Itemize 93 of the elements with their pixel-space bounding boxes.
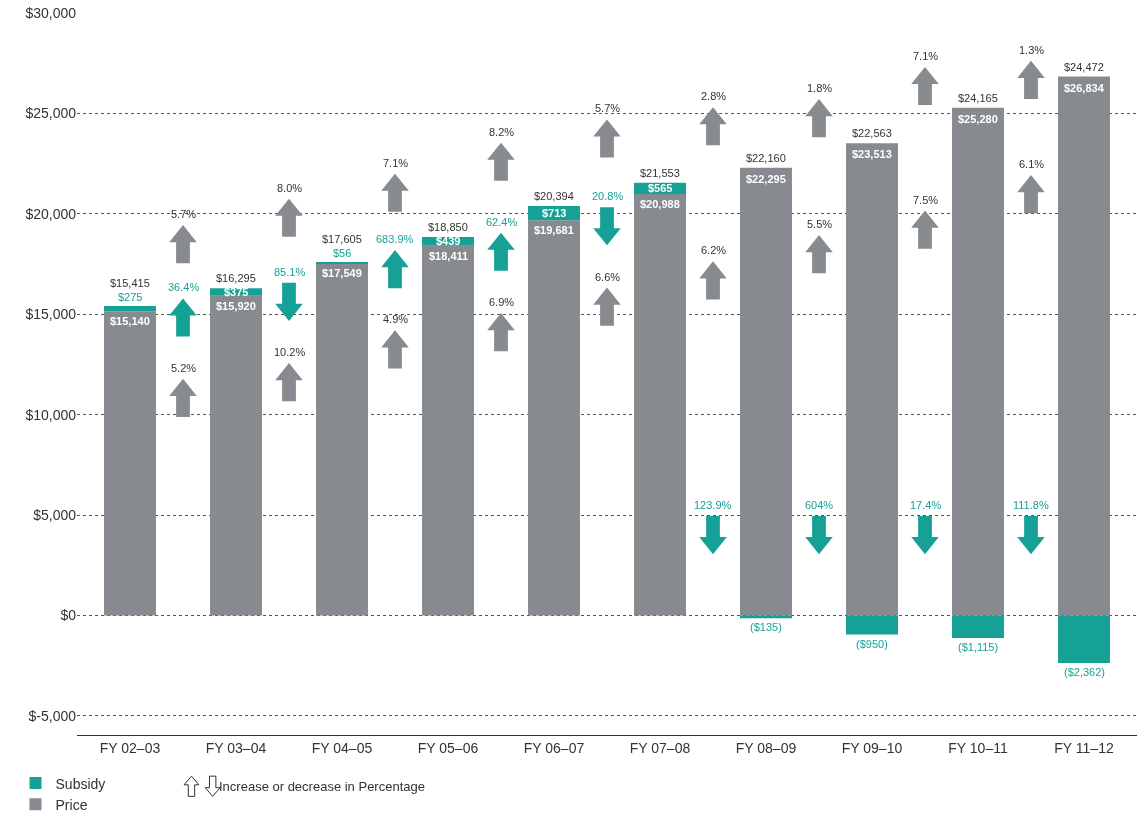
annotation: 2.8% xyxy=(701,90,727,102)
bar xyxy=(846,615,898,635)
data-label: $56 xyxy=(333,247,352,259)
x-tick-label: FY 02–03 xyxy=(99,739,161,756)
annotation: 20.8% xyxy=(592,190,624,202)
annotation: 36.4% xyxy=(168,281,200,293)
bar xyxy=(1058,76,1110,616)
x-tick-label: FY 09–10 xyxy=(841,739,903,756)
data-label: $23,513 xyxy=(852,148,892,160)
total-label: $16,295 xyxy=(216,272,256,284)
annotation: 6.2% xyxy=(701,244,727,256)
annotation: 6.9% xyxy=(489,296,515,308)
total-label: $22,160 xyxy=(746,152,786,164)
x-tick-label: FY 07–08 xyxy=(629,739,691,756)
y-tick-label: $20,000 xyxy=(25,205,77,222)
bar xyxy=(422,245,474,616)
text: Increase or decrease in Percentage xyxy=(219,779,425,794)
bar xyxy=(316,261,368,264)
annotation: 85.1% xyxy=(274,266,306,278)
x-tick-label: FY 05–06 xyxy=(417,739,479,756)
annotation: 5.7% xyxy=(595,102,621,114)
data-label: $20,988 xyxy=(640,198,680,210)
y-tick-label: $10,000 xyxy=(25,406,77,423)
data-label: $19,681 xyxy=(534,224,574,236)
total-label: $21,553 xyxy=(640,167,680,179)
annotation: 1.8% xyxy=(807,82,833,94)
x-tick-label: FY 06–07 xyxy=(523,739,585,756)
total-label: $24,472 xyxy=(1064,61,1104,73)
data-label: $713 xyxy=(542,207,567,219)
x-tick-label: FY 03–04 xyxy=(205,739,267,756)
legend-label: Price xyxy=(55,796,88,813)
y-tick-label: $-5,000 xyxy=(28,707,77,724)
annotation: 17.4% xyxy=(910,499,942,511)
bar xyxy=(210,295,262,616)
annotation: 6.6% xyxy=(595,271,621,283)
annotation: 10.2% xyxy=(274,346,306,358)
annotation: 6.1% xyxy=(1019,158,1045,170)
bar xyxy=(1058,615,1110,663)
annotation: 5.7% xyxy=(171,208,197,220)
bar xyxy=(104,311,156,616)
total-label: $17,605 xyxy=(322,233,362,245)
data-label: $18,411 xyxy=(429,250,469,262)
annotation: 604% xyxy=(805,499,834,511)
annotation: 7.1% xyxy=(383,157,409,169)
x-tick-label: FY 04–05 xyxy=(311,739,373,756)
data-label: $375 xyxy=(224,286,249,298)
data-label: $15,140 xyxy=(110,315,150,327)
data-label: $25,280 xyxy=(958,113,998,125)
data-label: ($950) xyxy=(856,638,888,650)
annotation: 62.4% xyxy=(486,216,518,228)
annotation: 7.5% xyxy=(913,194,939,206)
data-label: ($2,362) xyxy=(1064,666,1105,678)
y-tick-label: $0 xyxy=(60,607,77,624)
total-label: $24,165 xyxy=(958,92,998,104)
data-label: ($1,115) xyxy=(958,641,999,653)
bar xyxy=(740,167,792,616)
x-tick-label: FY 10–11 xyxy=(948,739,1008,756)
data-label: $15,920 xyxy=(216,300,256,312)
annotation: 5.5% xyxy=(807,218,833,230)
bar xyxy=(952,107,1004,616)
annotation: 7.1% xyxy=(913,50,939,62)
total-label: $22,563 xyxy=(852,127,892,139)
x-tick-label: FY 08–09 xyxy=(735,739,797,756)
bar xyxy=(846,143,898,616)
data-label: $26,834 xyxy=(1064,82,1105,94)
data-label: $17,549 xyxy=(322,267,362,279)
y-tick-label: $30,000 xyxy=(25,4,77,21)
y-tick-label: $5,000 xyxy=(33,506,77,523)
legend-label: Subsidy xyxy=(55,775,106,792)
total-label: $18,850 xyxy=(428,221,468,233)
data-label: $565 xyxy=(648,182,673,194)
total-label: $20,394 xyxy=(534,190,574,202)
bar xyxy=(528,220,580,616)
annotation: 111.8% xyxy=(1013,499,1049,511)
y-tick-label: $15,000 xyxy=(25,306,77,323)
bar xyxy=(634,193,686,616)
annotation: 4.9% xyxy=(383,313,409,325)
y-tick-label: $25,000 xyxy=(25,105,77,122)
annotation: 5.2% xyxy=(171,362,197,374)
data-label: $439 xyxy=(436,235,461,247)
annotation: 123.9% xyxy=(694,499,732,511)
data-label: ($135) xyxy=(750,621,782,633)
bar xyxy=(104,305,156,312)
total-label: $15,415 xyxy=(110,277,150,289)
annotation: 8.2% xyxy=(489,126,515,138)
annotation: 1.3% xyxy=(1019,44,1045,56)
data-label: $22,295 xyxy=(746,173,786,185)
bar xyxy=(952,615,1004,638)
data-label: $275 xyxy=(118,291,143,303)
x-tick-label: FY 11–12 xyxy=(1054,739,1114,756)
annotation: 683.9% xyxy=(376,233,414,245)
bar xyxy=(316,263,368,616)
annotation: 8.0% xyxy=(277,182,303,194)
